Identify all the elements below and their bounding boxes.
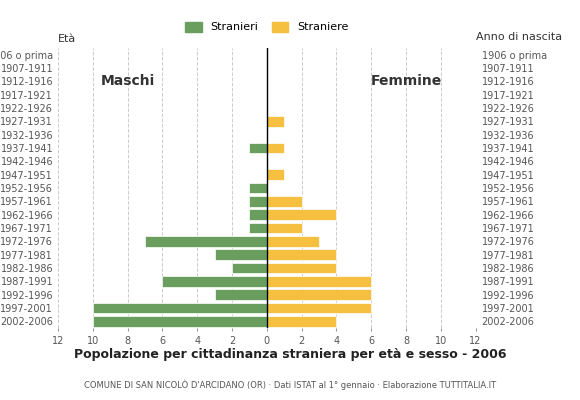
Bar <box>93 303 267 313</box>
Bar <box>249 210 267 220</box>
Text: Femmine: Femmine <box>371 74 441 88</box>
Bar <box>93 316 267 326</box>
Text: Età: Età <box>58 34 76 44</box>
Bar <box>267 276 371 286</box>
Bar <box>267 116 284 126</box>
Bar <box>267 236 319 246</box>
Bar <box>267 290 371 300</box>
Bar <box>249 223 267 233</box>
Text: Anno di nascita: Anno di nascita <box>477 32 563 42</box>
Bar <box>267 223 302 233</box>
Bar <box>215 250 267 260</box>
Bar <box>145 236 267 246</box>
Bar <box>267 170 284 180</box>
Bar <box>267 143 284 153</box>
Bar <box>232 263 267 273</box>
Text: COMUNE DI SAN NICOLÒ D'ARCIDANO (OR) · Dati ISTAT al 1° gennaio · Elaborazione T: COMUNE DI SAN NICOLÒ D'ARCIDANO (OR) · D… <box>84 380 496 390</box>
Bar <box>267 210 336 220</box>
Bar <box>249 143 267 153</box>
Text: Maschi: Maschi <box>100 74 155 88</box>
Bar <box>267 196 302 206</box>
Bar <box>267 316 336 326</box>
Bar <box>215 290 267 300</box>
Bar <box>267 250 336 260</box>
Bar <box>267 303 371 313</box>
Bar <box>249 183 267 193</box>
Legend: Stranieri, Straniere: Stranieri, Straniere <box>180 17 353 37</box>
Text: Popolazione per cittadinanza straniera per età e sesso - 2006: Popolazione per cittadinanza straniera p… <box>74 348 506 361</box>
Bar <box>249 196 267 206</box>
Bar <box>267 263 336 273</box>
Bar <box>162 276 267 286</box>
